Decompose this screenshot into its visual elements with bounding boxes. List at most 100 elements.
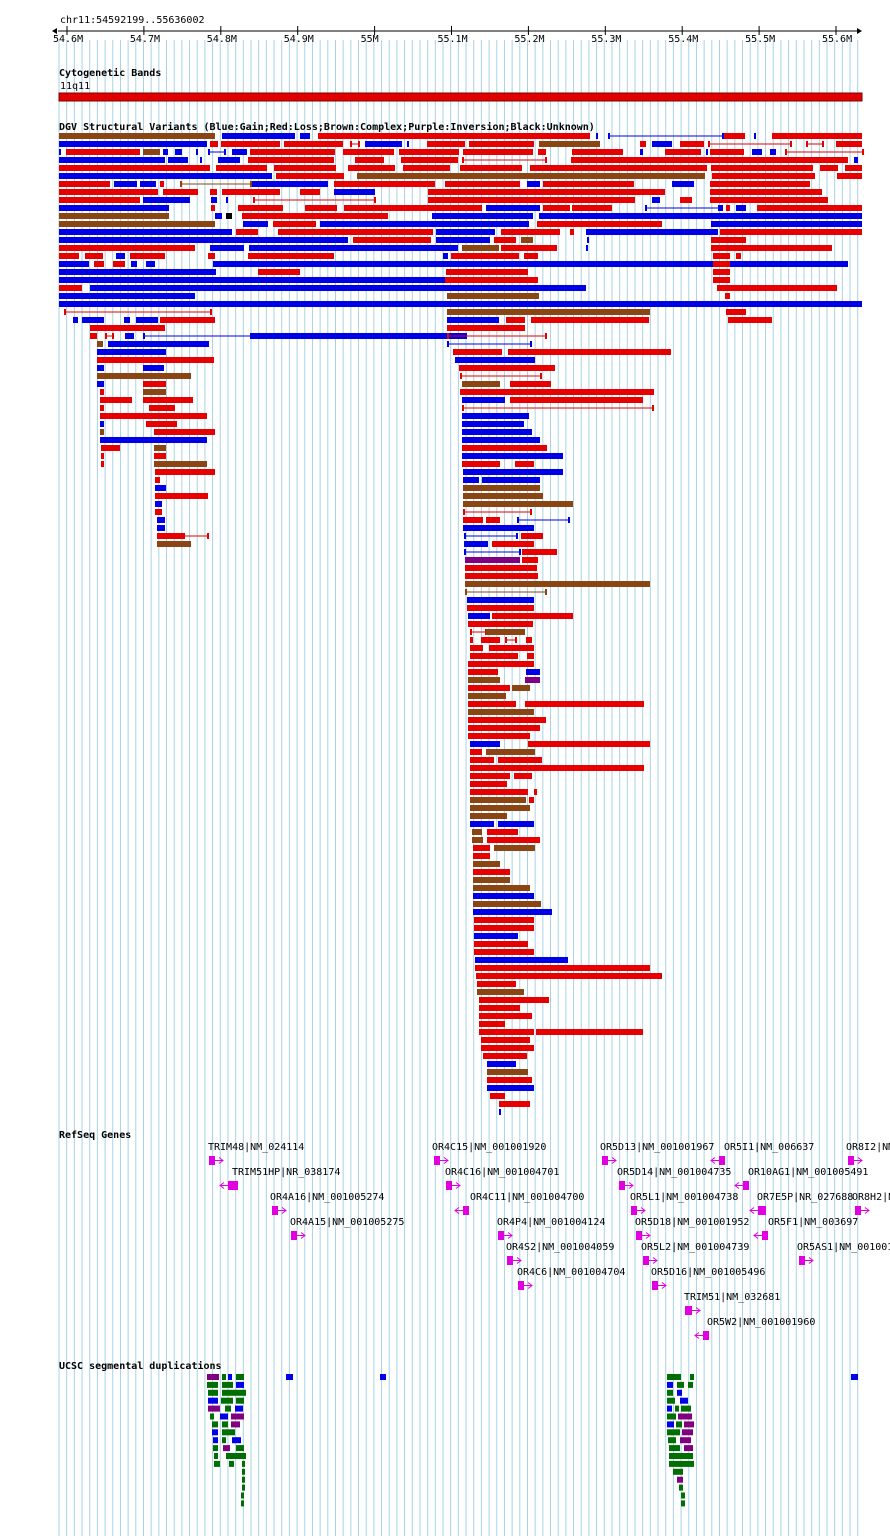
dgv-variant[interactable]	[59, 133, 215, 139]
segdup-feature[interactable]	[680, 1437, 691, 1444]
dgv-variant[interactable]	[474, 941, 528, 947]
dgv-variant[interactable]	[539, 141, 600, 147]
dgv-variant[interactable]	[59, 277, 465, 283]
gene-exon[interactable]	[518, 1281, 524, 1290]
dgv-variant[interactable]	[836, 141, 862, 147]
dgv-variant[interactable]	[726, 309, 746, 315]
dgv-variant[interactable]	[665, 149, 701, 155]
gene-label[interactable]: OR5W2|NM_001001960	[707, 1317, 816, 1328]
segdup-feature[interactable]	[242, 1468, 245, 1475]
dgv-variant[interactable]	[97, 341, 103, 347]
dgv-variant[interactable]	[146, 421, 177, 427]
dgv-variant[interactable]	[428, 189, 665, 195]
segdup-feature[interactable]	[677, 1476, 683, 1483]
dgv-variant[interactable]	[305, 205, 337, 211]
dgv-variant[interactable]	[498, 757, 542, 763]
segdup-feature[interactable]	[682, 1429, 693, 1436]
dgv-variant[interactable]	[97, 365, 104, 371]
segdup-feature[interactable]	[667, 1397, 675, 1404]
segdup-feature[interactable]	[223, 1445, 230, 1452]
dgv-variant[interactable]	[713, 277, 730, 283]
dgv-variant[interactable]	[534, 789, 537, 795]
dgv-variant[interactable]	[334, 181, 435, 187]
segdup-feature[interactable]	[675, 1405, 679, 1412]
gene-label[interactable]: OR5D16|NM_001005496	[651, 1267, 766, 1278]
dgv-variant[interactable]	[468, 725, 540, 731]
dgv-variant[interactable]	[59, 181, 110, 187]
dgv-variant[interactable]	[712, 173, 815, 179]
dgv-variant[interactable]	[250, 149, 335, 155]
dgv-variant[interactable]	[90, 325, 165, 331]
dgv-variant[interactable]	[711, 237, 746, 243]
dgv-variant[interactable]	[652, 197, 660, 203]
dgv-variant[interactable]	[572, 205, 612, 211]
segdup-feature[interactable]	[213, 1437, 218, 1444]
dgv-variant[interactable]	[515, 461, 534, 467]
dgv-variant[interactable]	[470, 741, 500, 747]
dgv-variant[interactable]	[514, 773, 532, 779]
dgv-variant[interactable]	[276, 173, 344, 179]
segdup-feature[interactable]	[222, 1381, 233, 1388]
dgv-variant[interactable]	[238, 205, 283, 211]
dgv-variant[interactable]	[157, 525, 165, 531]
dgv-variant[interactable]	[476, 973, 662, 979]
dgv-variant[interactable]	[131, 261, 137, 267]
dgv-variant[interactable]	[59, 229, 232, 235]
dgv-variant[interactable]	[530, 165, 707, 171]
dgv-variant[interactable]	[640, 141, 646, 147]
segdup-feature[interactable]	[220, 1413, 228, 1420]
dgv-variant[interactable]	[498, 821, 534, 827]
dgv-variant[interactable]	[717, 285, 837, 291]
dgv-variant[interactable]	[720, 229, 862, 235]
dgv-variant[interactable]	[596, 133, 598, 139]
dgv-variant[interactable]	[479, 997, 549, 1003]
dgv-variant[interactable]	[508, 349, 671, 355]
dgv-variant[interactable]	[149, 405, 175, 411]
segdup-feature[interactable]	[213, 1445, 218, 1452]
dgv-variant[interactable]	[210, 141, 218, 147]
dgv-variant[interactable]	[845, 165, 862, 171]
segdup-feature[interactable]	[680, 1397, 688, 1404]
dgv-variant[interactable]	[487, 1085, 534, 1091]
dgv-variant[interactable]	[470, 797, 526, 803]
dgv-variant[interactable]	[155, 493, 208, 499]
gene-exon[interactable]	[652, 1281, 658, 1290]
gene-exon[interactable]	[719, 1156, 725, 1165]
dgv-variant[interactable]	[453, 349, 502, 355]
dgv-variant[interactable]	[155, 501, 162, 507]
dgv-variant[interactable]	[59, 253, 79, 259]
dgv-variant[interactable]	[101, 461, 104, 467]
dgv-variant[interactable]	[59, 245, 195, 251]
dgv-variant[interactable]	[154, 445, 166, 451]
dgv-variant[interactable]	[155, 485, 166, 491]
segdup-feature[interactable]	[667, 1405, 672, 1412]
gene-exon[interactable]	[619, 1181, 625, 1190]
dgv-variant[interactable]	[473, 869, 510, 875]
dgv-variant[interactable]	[465, 573, 538, 579]
dgv-variant[interactable]	[300, 133, 310, 139]
dgv-variant[interactable]	[97, 357, 214, 363]
dgv-variant[interactable]	[216, 165, 267, 171]
segdup-feature[interactable]	[676, 1421, 682, 1428]
dgv-variant[interactable]	[252, 181, 328, 187]
gene-exon[interactable]	[602, 1156, 608, 1165]
dgv-variant[interactable]	[468, 717, 546, 723]
dgv-variant[interactable]	[522, 557, 538, 563]
dgv-variant[interactable]	[499, 1109, 501, 1115]
dgv-variant[interactable]	[468, 677, 500, 683]
dgv-variant[interactable]	[462, 421, 524, 427]
dgv-variant[interactable]	[113, 261, 125, 267]
dgv-variant[interactable]	[487, 829, 518, 835]
dgv-variant[interactable]	[470, 813, 507, 819]
dgv-variant[interactable]	[470, 821, 494, 827]
segdup-feature[interactable]	[228, 1374, 232, 1380]
dgv-variant[interactable]	[473, 909, 552, 915]
dgv-variant[interactable]	[274, 165, 336, 171]
dgv-variant[interactable]	[468, 661, 534, 667]
segdup-feature[interactable]	[225, 1405, 231, 1412]
dgv-variant[interactable]	[531, 317, 649, 323]
dgv-variant[interactable]	[521, 237, 533, 243]
dgv-variant[interactable]	[757, 205, 862, 211]
dgv-variant[interactable]	[572, 149, 623, 155]
dgv-variant[interactable]	[242, 213, 388, 219]
